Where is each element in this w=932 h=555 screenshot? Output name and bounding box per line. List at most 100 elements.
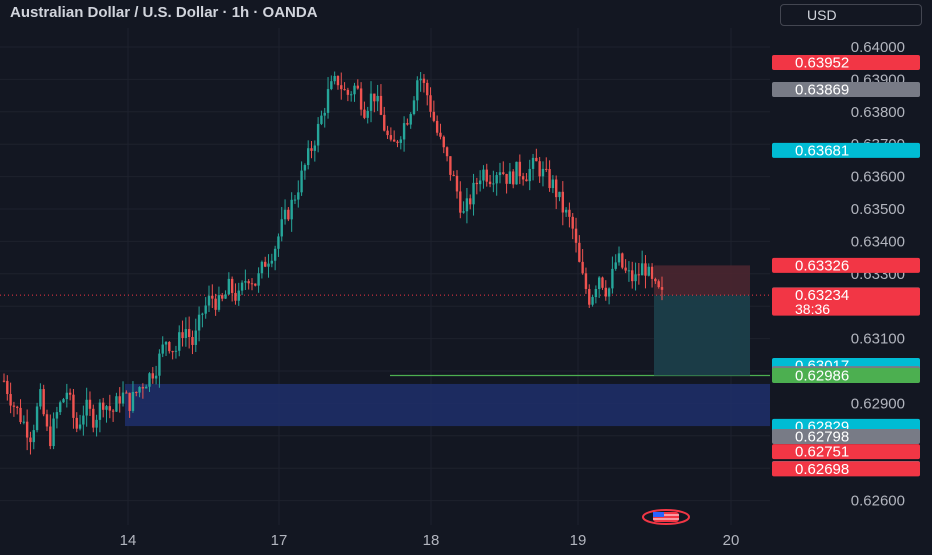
price-label-badge [772, 287, 920, 316]
candle [270, 260, 274, 264]
candle [455, 175, 459, 192]
candle [412, 100, 416, 115]
candle [528, 168, 531, 182]
candle [290, 199, 293, 220]
candle [512, 171, 515, 185]
candle [459, 191, 462, 213]
candle [240, 282, 244, 291]
candle [92, 408, 95, 428]
candle [482, 169, 485, 181]
candle [283, 209, 287, 220]
drawings-layer [0, 265, 770, 427]
candle [419, 78, 422, 81]
time-tick-label: 14 [120, 532, 137, 549]
price-label-badge [772, 368, 920, 384]
stop-loss-zone [654, 265, 750, 296]
price-tick-label: 0.63800 [851, 104, 905, 121]
candle [409, 114, 412, 125]
candle [221, 295, 224, 299]
candle [389, 135, 393, 140]
candle [303, 165, 307, 171]
currency-button[interactable]: USD [780, 4, 922, 26]
candle [386, 130, 389, 136]
candle [359, 88, 363, 110]
candle [178, 332, 181, 351]
candle [554, 179, 558, 198]
symbol-title[interactable]: Australian Dollar / U.S. Dollar · 1h · O… [10, 4, 318, 21]
price-tick-label: 0.63600 [851, 169, 905, 186]
candle [435, 120, 439, 133]
candle [521, 176, 525, 180]
candle [264, 261, 267, 267]
candle [257, 273, 260, 286]
candle [12, 405, 16, 407]
candle [65, 392, 69, 400]
candle [68, 392, 72, 395]
candle [640, 263, 644, 276]
candle [396, 141, 399, 143]
price-tick-label: 0.62600 [851, 493, 905, 510]
candle [45, 414, 49, 427]
candle [141, 387, 145, 389]
candle [191, 336, 194, 345]
price-tick-label: 0.63100 [851, 331, 905, 348]
price-label-badge [772, 81, 920, 97]
candle [250, 283, 254, 285]
candle [330, 81, 333, 90]
candle [541, 168, 545, 177]
candle [535, 157, 538, 162]
candle [174, 350, 178, 352]
candle [660, 287, 664, 290]
candle [135, 392, 138, 394]
candle [313, 145, 317, 151]
candle [492, 183, 495, 185]
candle [508, 171, 512, 184]
candle [588, 288, 591, 305]
candle [108, 406, 112, 411]
candle [621, 253, 624, 268]
candle [624, 267, 627, 271]
candle [607, 288, 611, 297]
candle [52, 418, 55, 447]
candle [445, 147, 449, 157]
price-label-badge [772, 461, 920, 477]
candle [416, 80, 419, 101]
candle [237, 290, 240, 301]
candle [631, 270, 634, 282]
candle [158, 353, 161, 376]
candle [98, 402, 102, 420]
candle [181, 332, 184, 338]
price-axis[interactable]: 0.640000.639000.638000.637000.636000.635… [772, 39, 920, 510]
candle [452, 174, 455, 176]
price-label: 0.62798 [795, 428, 849, 445]
candle [650, 266, 654, 279]
candle [55, 412, 59, 419]
time-axis[interactable]: 14 17 18 19 20 [120, 532, 740, 549]
candle [402, 123, 406, 140]
candle [558, 191, 561, 198]
price-label-badge [772, 444, 920, 460]
candle [538, 161, 541, 177]
price-label-badge [772, 428, 920, 444]
candle [62, 399, 65, 403]
candle [604, 287, 607, 297]
candle [531, 157, 535, 169]
candle [439, 132, 442, 137]
candle [469, 198, 472, 205]
candle [128, 392, 131, 411]
candle [144, 386, 148, 389]
price-tick-label: 0.63500 [851, 201, 905, 218]
candle [2, 380, 6, 382]
candle [297, 192, 300, 200]
candle [307, 148, 310, 166]
candle [505, 173, 508, 184]
candle [16, 406, 19, 408]
candle [363, 109, 366, 118]
candle [247, 281, 250, 284]
candle [584, 273, 588, 289]
candle [260, 261, 264, 274]
candle [392, 139, 396, 142]
candle [78, 424, 82, 429]
